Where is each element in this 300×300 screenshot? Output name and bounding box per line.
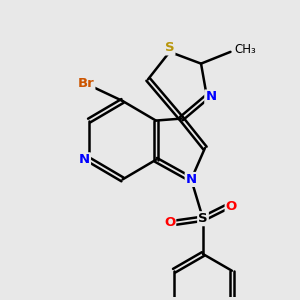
Text: N: N <box>79 153 90 166</box>
Text: N: N <box>205 91 216 103</box>
Text: O: O <box>226 200 237 213</box>
Text: O: O <box>164 216 175 229</box>
Text: S: S <box>198 212 208 225</box>
Text: CH₃: CH₃ <box>234 44 256 56</box>
Text: N: N <box>186 173 197 186</box>
Text: Br: Br <box>78 77 94 90</box>
Text: S: S <box>165 41 174 54</box>
